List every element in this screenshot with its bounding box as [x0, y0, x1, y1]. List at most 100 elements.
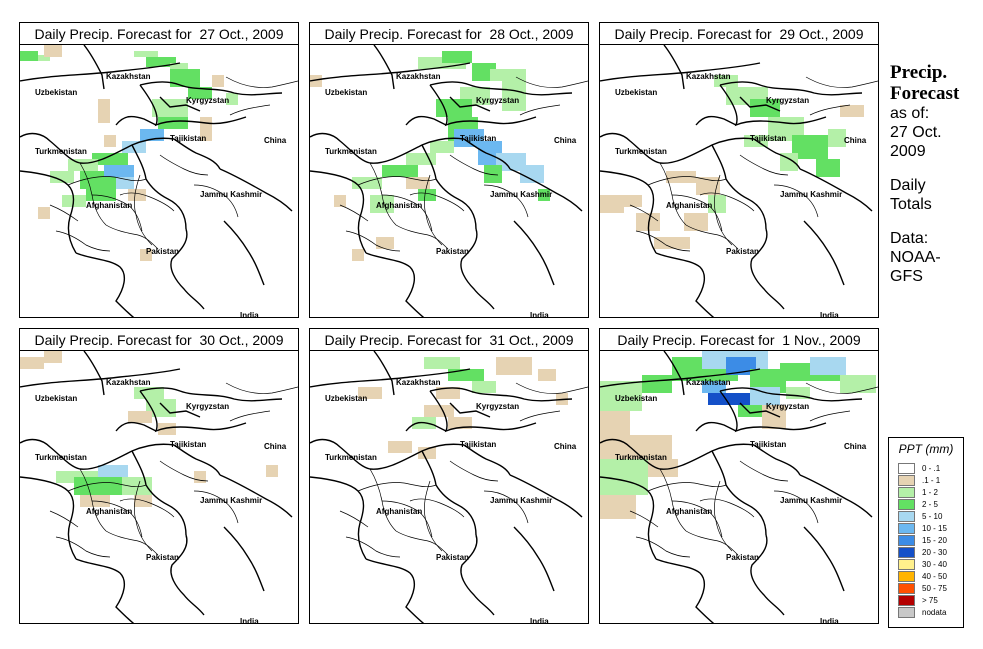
- province-border: [345, 536, 401, 558]
- legend-swatch: [898, 499, 915, 510]
- precip-cell: [406, 153, 436, 165]
- country-border: [310, 476, 367, 560]
- precip-cell: [38, 207, 50, 219]
- precip-cell: [810, 357, 846, 375]
- precip-cell: [418, 189, 436, 201]
- country-border: [83, 351, 105, 396]
- country-border: [663, 351, 685, 396]
- precip-cell: [212, 75, 224, 87]
- country-label-kazakhstan: Kazakhstan: [686, 378, 731, 387]
- country-border: [421, 450, 477, 536]
- legend-swatch: [898, 547, 915, 558]
- legend-item: 40 - 50: [898, 571, 962, 582]
- daily-line1: Daily: [890, 177, 926, 194]
- country-label-china: China: [554, 136, 577, 145]
- panel-title: Daily Precip. Forecast for 27 Oct., 2009: [20, 23, 298, 45]
- country-border: [429, 81, 573, 96]
- country-border: [695, 115, 737, 126]
- province-border: [519, 410, 561, 422]
- province-border: [773, 490, 819, 524]
- country-label-jammu-kashmir: Jammu Kashmir: [490, 496, 552, 505]
- province-border: [424, 174, 443, 246]
- precip-cell: [714, 75, 738, 87]
- country-border: [739, 402, 781, 418]
- borders-layer: [20, 351, 298, 623]
- province-border: [225, 382, 298, 394]
- legend-item: .1 - 1: [898, 475, 962, 486]
- country-border: [219, 474, 293, 518]
- province-border: [685, 530, 739, 556]
- country-label-pakistan: Pakistan: [436, 247, 469, 256]
- province-border: [483, 184, 529, 218]
- province-border: [647, 482, 727, 492]
- precip-cell: [226, 93, 238, 105]
- province-border: [345, 230, 401, 252]
- province-border: [49, 510, 79, 528]
- province-border: [119, 192, 175, 212]
- country-border: [139, 81, 283, 96]
- country-label-india: India: [240, 617, 259, 623]
- precip-cell: [600, 459, 648, 495]
- province-border: [134, 480, 153, 552]
- sidebar-info: Precip. Forecast as of: 27 Oct. 2009 Dai…: [890, 62, 978, 286]
- precip-cell: [490, 69, 526, 81]
- legend-swatch: [898, 463, 915, 474]
- country-border: [365, 558, 425, 623]
- country-label-tajikistan: Tajikistan: [750, 440, 786, 449]
- province-border: [714, 174, 733, 246]
- country-label-afghanistan: Afghanistan: [86, 507, 132, 516]
- precip-cell: [780, 153, 798, 171]
- country-label-kyrgyzstan: Kyrgyzstan: [476, 96, 519, 105]
- precip-cell: [382, 165, 418, 177]
- precip-cell: [840, 105, 864, 117]
- borders-layer: [600, 351, 878, 623]
- precip-cell: [146, 57, 176, 67]
- province-border: [105, 224, 159, 250]
- province-border: [159, 154, 209, 176]
- precip-cell: [92, 153, 128, 165]
- province-border: [357, 482, 437, 492]
- country-border: [159, 96, 201, 112]
- forecast-panel-6: Daily Precip. Forecast for 1 Nov., 2009 …: [599, 328, 879, 624]
- country-label-pakistan: Pakistan: [146, 247, 179, 256]
- country-label-kyrgyzstan: Kyrgyzstan: [766, 96, 809, 105]
- precip-cell: [128, 411, 152, 423]
- country-label-tajikistan: Tajikistan: [460, 440, 496, 449]
- precip-cell: [642, 375, 672, 393]
- precip-cell: [520, 165, 544, 183]
- province-border: [424, 480, 443, 552]
- asof-line1: as of:: [890, 105, 930, 122]
- legend-label: 15 - 20: [922, 536, 947, 545]
- precip-map: Kazakhstan Uzbekistan Kyrgyzstan Tajikistan…: [600, 45, 878, 317]
- province-border: [395, 530, 449, 556]
- precip-cell: [20, 51, 38, 61]
- province-border: [49, 204, 79, 222]
- country-border: [115, 421, 157, 432]
- country-label-uzbekistan: Uzbekistan: [325, 394, 367, 403]
- country-label-afghanistan: Afghanistan: [376, 201, 422, 210]
- country-border: [429, 390, 537, 433]
- country-border: [509, 168, 583, 212]
- province-border: [629, 204, 659, 222]
- legend-label: > 75: [922, 596, 938, 605]
- daily-line2: Totals: [890, 196, 932, 213]
- legend-item: 5 - 10: [898, 511, 962, 522]
- precip-cell: [762, 405, 786, 429]
- precip-cell: [310, 75, 322, 87]
- country-border: [223, 220, 265, 286]
- country-border: [803, 220, 845, 286]
- precip-cell: [266, 465, 278, 477]
- country-border: [139, 390, 247, 433]
- precip-cell: [370, 195, 394, 213]
- precip-cell: [600, 411, 630, 459]
- country-border: [711, 450, 767, 536]
- country-border: [513, 220, 555, 286]
- country-border: [131, 144, 187, 230]
- country-label-india: India: [820, 617, 839, 623]
- precip-cell: [128, 189, 146, 201]
- country-label-tajikistan: Tajikistan: [170, 440, 206, 449]
- country-border: [75, 558, 135, 623]
- country-border: [310, 62, 471, 82]
- precip-map: Kazakhstan Uzbekistan Kyrgyzstan Tajikistan…: [310, 45, 588, 317]
- province-border: [671, 500, 723, 538]
